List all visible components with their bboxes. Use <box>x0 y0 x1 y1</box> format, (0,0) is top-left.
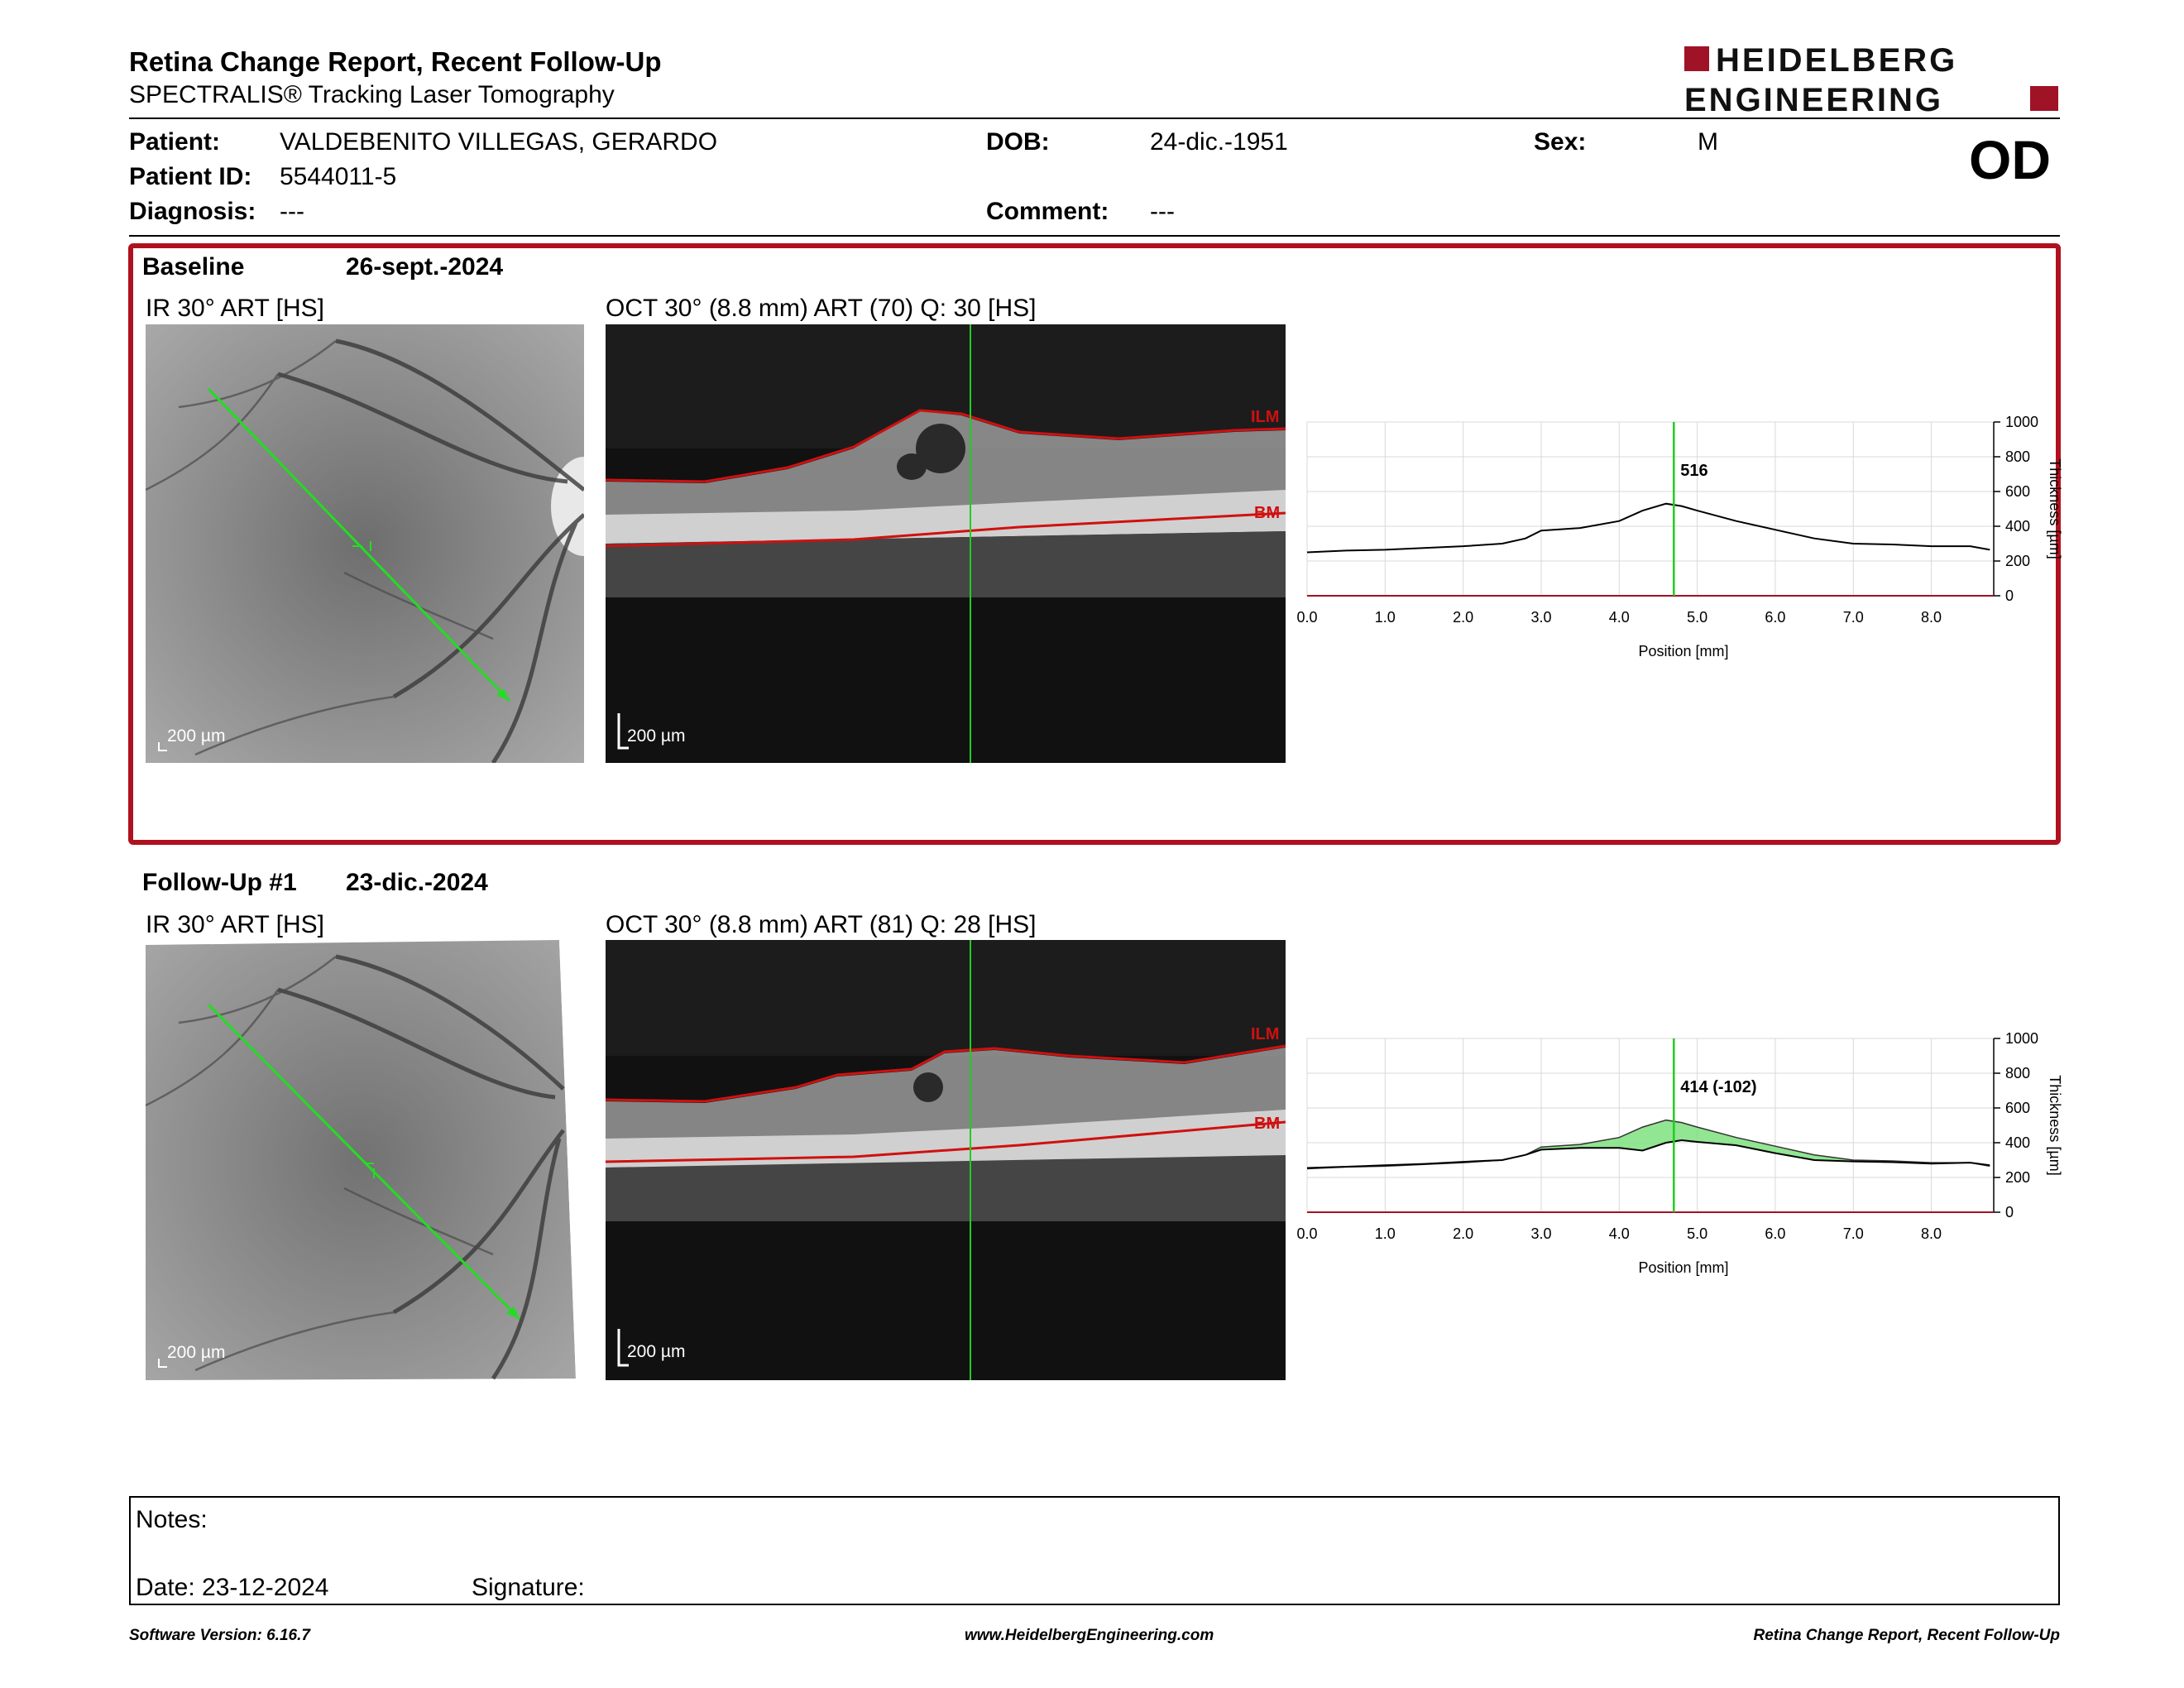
x-tick-label: 2.0 <box>1453 609 1473 626</box>
baseline-label: Baseline <box>142 253 245 281</box>
position-marker-value: 516 <box>1680 462 1707 480</box>
patient-label: Patient: <box>129 128 221 156</box>
signature-label: Signature: <box>472 1574 585 1601</box>
dob-label: DOB: <box>986 128 1050 156</box>
report-subtitle: SPECTRALIS® Tracking Laser Tomography <box>129 81 615 108</box>
baseline-ir-image: 200 µm <box>146 324 584 763</box>
followup-thickness-chart: 0.0 1.0 2.0 3.0 4.0 5.0 6.0 7.0 8.0 0 200 400 600 800… <box>1291 1022 2085 1295</box>
x-tick-label: 1.0 <box>1375 609 1396 626</box>
footer-website: www.HeidelbergEngineering.com <box>965 1627 1214 1644</box>
x-tick-label: 8.0 <box>1921 1225 1942 1242</box>
baseline-bm-label: BM <box>1254 504 1280 522</box>
x-tick-label: 0.0 <box>1296 609 1317 626</box>
y-tick-label: 400 <box>2005 1134 2030 1151</box>
x-tick-label: 5.0 <box>1687 1225 1707 1242</box>
thickness-change-area <box>1307 1120 1990 1169</box>
patient-divider <box>129 235 2060 237</box>
series-line-baseline <box>1306 502 1990 554</box>
followup-ir-title: IR 30° ART [HS] <box>146 911 324 938</box>
heidelberg-logo: HEIDELBERG ENGINEERING <box>1684 42 2060 119</box>
comment-label: Comment: <box>986 198 1109 225</box>
x-tick-label: 4.0 <box>1609 609 1630 626</box>
logo-line2: ENGINEERING <box>1684 82 1943 118</box>
baseline-highlight-box <box>128 243 2061 845</box>
notes-label: Notes: <box>136 1506 208 1533</box>
x-axis-label: Position [mm] <box>1638 643 1728 659</box>
followup-bm-label: BM <box>1254 1115 1280 1133</box>
baseline-ir-title: IR 30° ART [HS] <box>146 295 324 322</box>
y-tick-label: 0 <box>2005 1204 2014 1220</box>
y-tick-label: 400 <box>2005 518 2030 535</box>
x-tick-label: 7.0 <box>1843 1225 1864 1242</box>
notes-date: Date: 23-12-2024 <box>136 1574 329 1601</box>
followup-date: 23-dic.-2024 <box>346 869 488 896</box>
x-tick-label: 6.0 <box>1765 1225 1785 1242</box>
y-tick-label: 200 <box>2005 553 2030 569</box>
header-divider <box>129 117 2060 119</box>
y-tick-label: 1000 <box>2005 414 2038 430</box>
baseline-date: 26-sept.-2024 <box>346 253 504 281</box>
followup-ir-scale: 200 µm <box>167 1343 225 1362</box>
followup-oct-image: ILM BM 200 µm <box>606 940 1286 1380</box>
y-tick-label: 200 <box>2005 1169 2030 1186</box>
notes-box[interactable]: Notes: Date: 23-12-2024 Signature: <box>129 1496 2060 1605</box>
footer-software-version: Software Version: 6.16.7 <box>129 1627 310 1644</box>
series-line-followup <box>1306 1139 1990 1169</box>
footer-report-name: Retina Change Report, Recent Follow-Up <box>1753 1627 2060 1644</box>
patient-name: VALDEBENITO VILLEGAS, GERARDO <box>280 128 718 156</box>
baseline-ir-scale: 200 µm <box>167 727 225 746</box>
y-tick-label: 600 <box>2005 483 2030 500</box>
x-tick-label: 7.0 <box>1843 609 1864 626</box>
followup-oct-scale: 200 µm <box>627 1342 685 1361</box>
comment-value: --- <box>1150 198 1175 225</box>
x-tick-label: 5.0 <box>1687 609 1707 626</box>
followup-oct-title: OCT 30° (8.8 mm) ART (81) Q: 28 [HS] <box>606 911 1037 938</box>
baseline-oct-scale: 200 µm <box>627 727 685 746</box>
y-tick-label: 0 <box>2005 587 2014 604</box>
sex-value: M <box>1698 128 1718 156</box>
baseline-thickness-chart: 0.0 1.0 2.0 3.0 4.0 5.0 6.0 7.0 8.0 0 200 400 600 800… <box>1291 405 2085 679</box>
y-tick-label: 800 <box>2005 1065 2030 1081</box>
baseline-ilm-label: ILM <box>1251 408 1279 426</box>
y-tick-label: 800 <box>2005 448 2030 465</box>
x-tick-label: 3.0 <box>1530 609 1551 626</box>
baseline-oct-title: OCT 30° (8.8 mm) ART (70) Q: 30 [HS] <box>606 295 1037 322</box>
patient-id: 5544011-5 <box>280 163 397 190</box>
x-tick-label: 2.0 <box>1453 1225 1473 1242</box>
x-tick-label: 4.0 <box>1609 1225 1630 1242</box>
eye-indicator: OD <box>1969 129 2051 190</box>
y-axis-label: Thickness [µm] <box>2047 458 2063 559</box>
followup-label: Follow-Up #1 <box>142 869 297 896</box>
x-tick-label: 8.0 <box>1921 609 1942 626</box>
x-tick-label: 6.0 <box>1765 609 1785 626</box>
dob-value: 24-dic.-1951 <box>1150 128 1288 156</box>
y-axis-label: Thickness [µm] <box>2047 1075 2063 1175</box>
sex-label: Sex: <box>1534 128 1587 156</box>
y-tick-label: 600 <box>2005 1100 2030 1116</box>
x-axis-label: Position [mm] <box>1638 1259 1728 1276</box>
x-tick-label: 3.0 <box>1530 1225 1551 1242</box>
logo-line1: HEIDELBERG <box>1716 45 1957 79</box>
position-marker-value: 414 (-102) <box>1680 1078 1756 1096</box>
patient-id-label: Patient ID: <box>129 163 252 190</box>
y-tick-label: 1000 <box>2005 1030 2038 1047</box>
report-title: Retina Change Report, Recent Follow-Up <box>129 46 662 77</box>
baseline-oct-image: ILM BM 200 µm <box>606 324 1286 763</box>
diagnosis-value: --- <box>280 198 304 225</box>
diagnosis-label: Diagnosis: <box>129 198 256 225</box>
followup-ir-image: 200 µm <box>145 940 584 1380</box>
x-tick-label: 0.0 <box>1296 1225 1317 1242</box>
x-tick-label: 1.0 <box>1375 1225 1396 1242</box>
followup-ilm-label: ILM <box>1251 1025 1279 1043</box>
